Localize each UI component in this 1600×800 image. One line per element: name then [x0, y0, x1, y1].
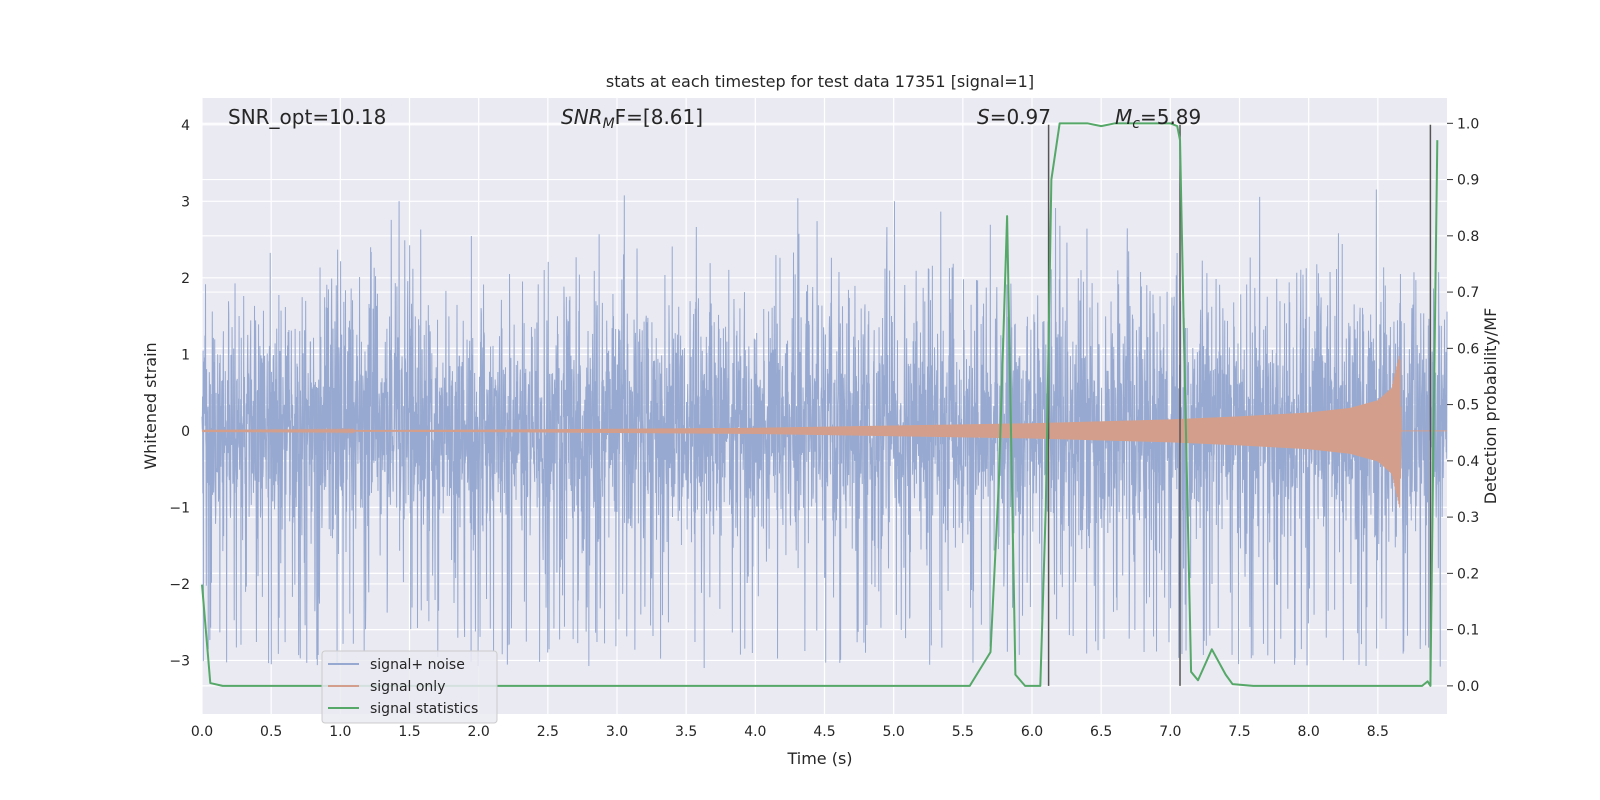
- legend-label-signal-statistics: signal statistics: [370, 701, 478, 717]
- y-tick-label-left: −3: [169, 653, 190, 669]
- x-axis-label: Time (s): [786, 749, 852, 768]
- y-tick-label-right: 0.8: [1457, 229, 1479, 245]
- legend: signal+ noise signal only signal statist…: [321, 650, 498, 724]
- annotation-mc-sub: c: [1132, 116, 1140, 132]
- x-tick-label: 3.5: [675, 724, 697, 740]
- annotation-mc-main: M: [1115, 105, 1132, 129]
- signal-statistics-line: [201, 122, 1439, 687]
- x-tick-label: 0.5: [260, 724, 282, 740]
- annotation-snr-mf-main: SNR: [561, 105, 603, 129]
- y-tick-label-left: 1: [181, 347, 190, 363]
- x-tick-label: 4.0: [744, 724, 766, 740]
- x-tick-label: 6.5: [1090, 724, 1112, 740]
- y-tick-label-right: 0.3: [1457, 510, 1479, 526]
- x-tick-label: 4.5: [813, 724, 835, 740]
- y-tick-label-left: 3: [181, 194, 190, 210]
- y-tick-label-right: 0.9: [1457, 173, 1479, 189]
- x-tick-label: 8.5: [1367, 724, 1389, 740]
- signal-statistics-series: [201, 122, 1439, 687]
- x-tick-label: 5.5: [952, 724, 974, 740]
- annotation-s-main: S: [977, 105, 990, 129]
- x-tick-label: 7.0: [1159, 724, 1181, 740]
- y-tick-label-right: 0.0: [1457, 679, 1479, 695]
- annotation-snr-mf-sub: M: [603, 116, 615, 132]
- annotation-s-rest: =0.97: [990, 105, 1051, 129]
- y-tick-label-left: 4: [181, 118, 190, 134]
- y-tick-label-left: −1: [169, 500, 190, 516]
- y-tick-label-right: 0.4: [1457, 454, 1479, 470]
- y-tick-label-right: 0.1: [1457, 623, 1479, 639]
- legend-box: [321, 650, 498, 724]
- x-tick-label: 1.0: [329, 724, 351, 740]
- legend-label-signal-only: signal only: [370, 679, 445, 695]
- y-tick-label-right: 0.6: [1457, 341, 1479, 357]
- x-tick-label: 2.5: [537, 724, 559, 740]
- x-tick-label: 2.0: [468, 724, 490, 740]
- y-tick-label-right: 1.0: [1457, 116, 1479, 132]
- y-tick-label-right: 0.2: [1457, 566, 1479, 582]
- annotation-snr-mf-rest: F=[8.61]: [615, 105, 703, 129]
- chart-title: stats at each timestep for test data 173…: [606, 72, 1034, 91]
- x-tick-label: 3.0: [606, 724, 628, 740]
- y-tick-label-right: 0.7: [1457, 285, 1479, 301]
- y-tick-label-right: 0.5: [1457, 398, 1479, 414]
- signal-only-line: [201, 355, 1447, 508]
- annotation-snr-mf: SNRMF=[8.61]: [561, 105, 703, 132]
- vertical-markers: [1047, 124, 1432, 686]
- y-tick-label-left: 0: [181, 424, 190, 440]
- x-tick-label: 0.0: [191, 724, 213, 740]
- annotation-mc: Mc=5.89: [1115, 105, 1201, 132]
- y-axis-label-right: Detection probability/MF: [1481, 308, 1500, 505]
- legend-label-signal-noise: signal+ noise: [370, 657, 465, 673]
- annotation-s: S=0.97: [977, 105, 1051, 129]
- axis-ticks: 0.0 0.5 1.0 1.5 2.0 2.5 3.0 3.5 4.0 4.5 5.0 5.5 6.0 6…: [169, 116, 1479, 740]
- y-tick-label-left: 2: [181, 271, 190, 287]
- annotation-snr-opt: SNR_opt=10.18: [228, 105, 386, 129]
- x-tick-label: 8.0: [1298, 724, 1320, 740]
- signal-only-series: [201, 355, 1447, 508]
- signal-noise-series: [201, 189, 1448, 668]
- x-tick-label: 5.0: [883, 724, 905, 740]
- x-tick-label: 7.5: [1228, 724, 1250, 740]
- y-tick-label-left: −2: [169, 577, 190, 593]
- x-tick-label: 6.0: [1021, 724, 1043, 740]
- x-tick-label: 1.5: [398, 724, 420, 740]
- y-axis-label-left: Whitened strain: [141, 342, 160, 469]
- annotation-mc-rest: =5.89: [1140, 105, 1201, 129]
- signal-noise-line: [201, 189, 1448, 668]
